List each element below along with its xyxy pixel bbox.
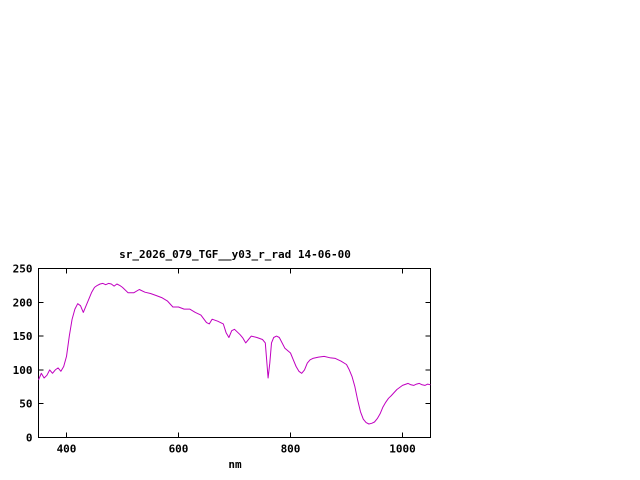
x-tick-label: 800: [281, 443, 301, 456]
y-tick-label: 250: [13, 263, 33, 276]
chart-title: sr_2026_079_TGF__y03_r_rad 14-06-00: [119, 248, 351, 261]
x-tick-label: 600: [169, 443, 189, 456]
spectrum-line: [38, 282, 431, 425]
x-tick-label: 400: [57, 443, 77, 456]
y-tick-label: 100: [13, 364, 33, 377]
x-tick-label: 1000: [389, 443, 416, 456]
y-tick-label: 150: [13, 330, 33, 343]
y-tick-label: 50: [19, 398, 32, 411]
y-tick-label: 200: [13, 296, 33, 309]
plot-border: [38, 268, 431, 438]
y-tick-label: 0: [26, 432, 33, 445]
x-axis-label: nm: [228, 458, 242, 471]
